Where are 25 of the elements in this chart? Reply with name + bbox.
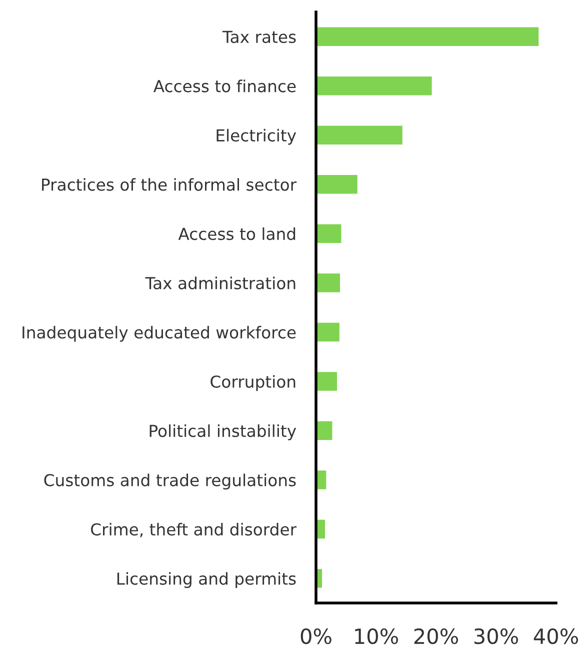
- y-tick-label: Tax rates: [222, 30, 296, 44]
- bar: [316, 322, 340, 342]
- x-tick-label: 40%: [534, 628, 578, 644]
- y-tick-label: Customs and trade regulations: [44, 474, 296, 490]
- bar: [316, 27, 539, 46]
- y-tick-label: Licensing and permits: [117, 572, 296, 588]
- bar: [316, 274, 340, 292]
- bar: [316, 224, 342, 243]
- y-tick-label: Political instability: [150, 424, 296, 440]
- x-tick-label: 20%: [414, 628, 458, 644]
- bar: [316, 76, 432, 96]
- bar: [316, 126, 402, 144]
- y-tick-label: Crime, theft and disorder: [91, 522, 297, 538]
- bar: [316, 175, 358, 194]
- y-tick-label: Access to finance: [153, 80, 296, 92]
- x-tick-label: 0%: [300, 628, 332, 644]
- x-tick-label: 30%: [474, 628, 518, 644]
- y-tick-label: Practices of the informal sector: [42, 178, 297, 191]
- y-tick-label: Tax administration: [145, 276, 296, 290]
- y-tick-label: Corruption: [210, 375, 296, 392]
- x-tick-label: 10%: [355, 628, 398, 644]
- y-tick-label: Access to land: [178, 227, 296, 240]
- y-tick-label: Electricity: [216, 128, 296, 145]
- bar: [316, 372, 337, 391]
- y-tick-label: Inadequately educated workforce: [22, 326, 296, 342]
